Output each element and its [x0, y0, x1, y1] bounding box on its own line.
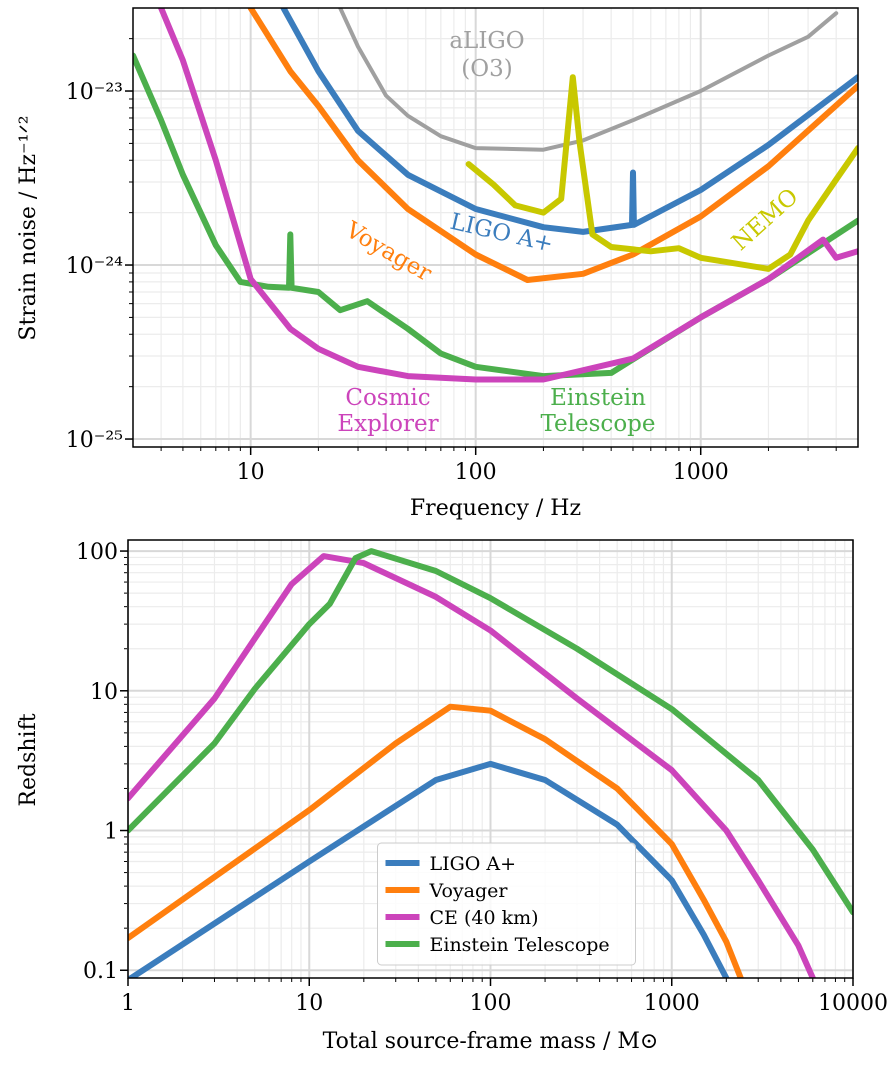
x-axis-label: Total source-frame mass / M⊙ [323, 1029, 659, 1054]
plot-lines [133, 8, 858, 383]
y-axis-label: Strain noise / Hz⁻¹ᐟ² [16, 115, 41, 340]
legend-label: LIGO A+ [430, 853, 517, 875]
y-tick-label: 10 [90, 680, 118, 705]
curve-label: Telescope [541, 411, 656, 437]
y-tick-label: 0.1 [83, 959, 118, 984]
y-tick-label: 1 [104, 820, 118, 845]
series-line [128, 548, 853, 916]
legend-label: Voyager [429, 880, 509, 902]
y-tick-label: 10⁻²⁵ [66, 428, 123, 453]
legend-box [377, 842, 636, 966]
x-tick-label: 10 [295, 991, 323, 1016]
x-tick-label: 10 [237, 460, 265, 485]
series-line [465, 74, 858, 272]
series-line [158, 8, 858, 383]
legend-label: CE (40 km) [430, 907, 539, 929]
series-line [280, 8, 858, 235]
y-tick-label: 10⁻²⁴ [66, 254, 123, 279]
series-line [338, 8, 839, 152]
y-tick-label: 100 [76, 540, 118, 565]
y-tick-label: 10⁻²³ [66, 80, 123, 105]
curve-label: aLIGO [449, 28, 524, 54]
series-line [128, 553, 816, 978]
x-tick-label: 1000 [644, 991, 700, 1016]
y-axis-label: Redshift [16, 713, 41, 806]
x-tick-label: 100 [455, 460, 497, 485]
x-axis-label: Frequency / Hz [410, 496, 581, 521]
curve-label: Explorer [337, 411, 438, 437]
curve-label: Einstein [550, 385, 646, 411]
axes-frame [132, 7, 859, 448]
plot-lines [128, 548, 853, 978]
x-tick-label: 1 [121, 991, 135, 1016]
series-line [247, 8, 858, 283]
series-line [128, 703, 744, 978]
x-tick-label: 1000 [673, 460, 729, 485]
series-line [128, 760, 730, 978]
curve-label: (O3) [461, 56, 512, 82]
curve-label: Cosmic [345, 385, 430, 411]
x-tick-label: 100 [470, 991, 512, 1016]
axes-frame [127, 539, 854, 979]
legend-label: Einstein Telescope [430, 934, 610, 956]
series-line [133, 52, 858, 380]
curve-label: Voyager [340, 217, 436, 287]
x-tick-label: 10000 [818, 991, 888, 1016]
